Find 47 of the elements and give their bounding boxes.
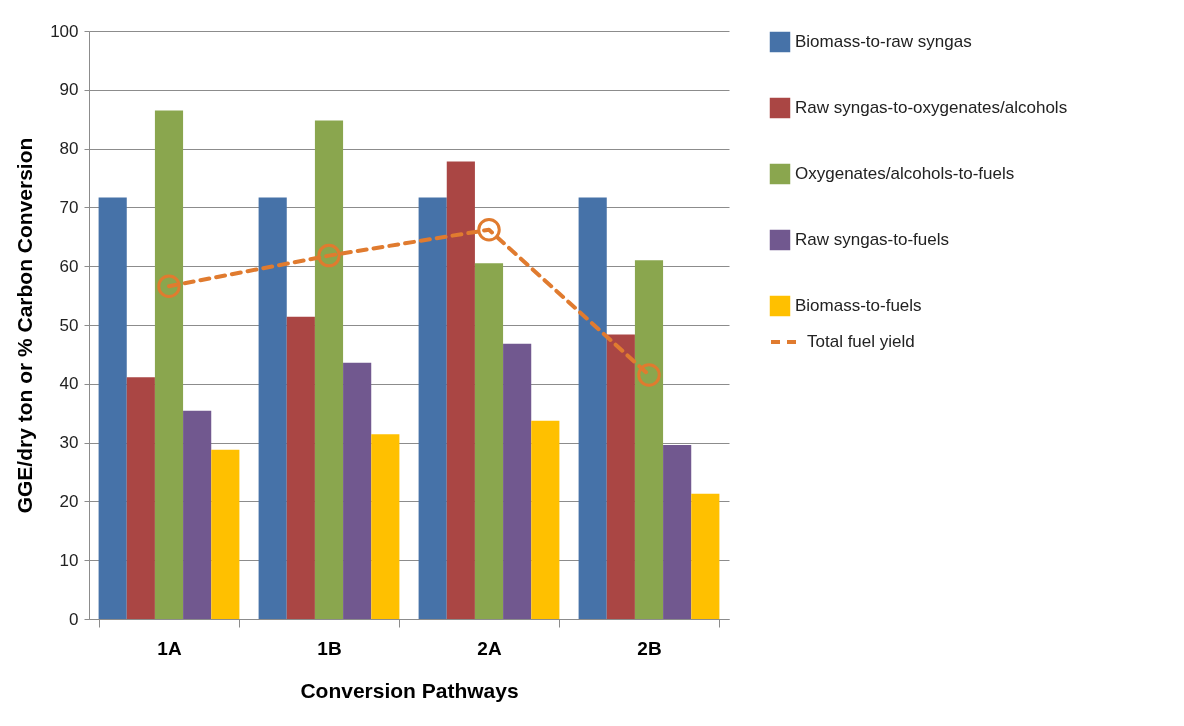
y-tick-label: 60 [59, 256, 79, 276]
y-tick-label: 20 [59, 491, 79, 511]
bar [418, 197, 447, 619]
y-tick-label: 100 [50, 21, 79, 41]
bar [314, 120, 344, 619]
legend-label: Total fuel yield [807, 332, 915, 351]
point [157, 274, 181, 298]
y-tick-label: 40 [59, 374, 79, 394]
bar [98, 197, 127, 619]
bar [531, 420, 560, 619]
legend-label: Raw syngas-to-fuels [795, 230, 950, 249]
bar [663, 444, 692, 619]
bar [606, 334, 635, 619]
bar [343, 362, 372, 619]
y-axis-title: GGE/dry ton or % Carbon Conversion [13, 137, 37, 514]
x-tick-label: 2A [477, 637, 502, 659]
bar [474, 263, 504, 619]
x-tick-label: 2B [637, 637, 662, 659]
bar [286, 316, 315, 619]
x-tick-label: 1A [157, 637, 182, 659]
bar [211, 449, 240, 619]
y-tick-label: 70 [59, 197, 79, 217]
bar [183, 410, 212, 619]
y-tick-label: 90 [59, 80, 79, 100]
point [637, 363, 661, 387]
bar [258, 197, 287, 619]
legend-label: Raw syngas-to-oxygenates/alcohols [795, 98, 1068, 117]
legend-label: Biomass-to-fuels [795, 296, 922, 315]
x-axis-title: Conversion Pathways [300, 678, 519, 702]
y-tick-label: 0 [69, 609, 79, 629]
legend-label: Biomass-to-raw syngas [795, 32, 972, 51]
legend-label: Oxygenates/alcohols-to-fuels [795, 164, 1015, 183]
bar [503, 343, 532, 619]
bar [578, 197, 607, 619]
bar [126, 377, 155, 619]
y-tick-label: 30 [59, 433, 79, 453]
point [477, 218, 501, 242]
bar [634, 260, 664, 619]
y-tick-label: 10 [59, 550, 79, 570]
point [317, 243, 341, 268]
x-tick-label: 1B [317, 637, 342, 659]
y-tick-label: 50 [59, 315, 79, 335]
bar [154, 110, 184, 619]
bar [691, 493, 720, 619]
y-tick-label: 80 [59, 139, 79, 159]
bar [371, 434, 400, 619]
bar [446, 161, 475, 619]
